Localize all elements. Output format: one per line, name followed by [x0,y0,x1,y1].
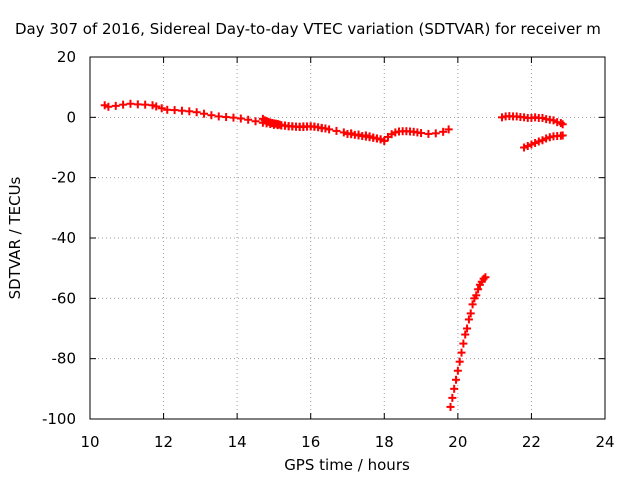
data-point [464,315,473,324]
data-point [170,106,179,115]
data-point [100,101,109,110]
y-axis-label: SDTVAR / TECUs [6,176,24,299]
data-point [466,309,475,318]
x-tick-label: 18 [375,433,394,451]
data-point [542,134,551,143]
data-point [459,339,468,348]
data-point [538,113,547,122]
data-point [207,111,216,120]
data-point [457,348,466,357]
data-point [148,101,157,110]
data-point [448,393,457,402]
data-point [163,105,172,114]
x-tick-label: 10 [80,433,99,451]
data-point [111,101,120,110]
data-point [417,129,426,138]
data-point [104,102,113,111]
x-tick-label: 12 [154,433,173,451]
data-point [152,102,161,111]
data-point [527,140,536,149]
x-tick-label: 20 [448,433,467,451]
data-point [236,114,245,123]
data-point [126,99,135,108]
y-tick-label: -40 [52,229,77,247]
data-point [332,126,341,135]
data-point [214,112,223,121]
data-point [119,100,128,109]
y-tick-label: -80 [52,350,77,368]
y-tick-label: 0 [66,108,76,126]
data-point [222,113,231,122]
x-axis-label: GPS time / hours [284,456,410,474]
data-point [446,402,455,411]
data-point [531,138,540,147]
x-tick-label: 14 [228,433,247,451]
data-point [431,129,440,138]
data-point [185,107,194,116]
data-point [177,106,186,115]
x-tick-label: 24 [595,433,614,451]
data-point [453,366,462,375]
data-point [444,125,453,134]
data-point [523,141,532,150]
data-point [321,124,330,133]
data-point [461,330,470,339]
data-point [339,128,348,137]
data-point [450,384,459,393]
data-point [472,291,481,300]
data-point [463,324,472,333]
chart-title: Day 307 of 2016, Sidereal Day-to-day VTE… [15,20,601,38]
data-point [424,129,433,138]
data-point [468,300,477,309]
data-points [100,99,567,411]
data-point [534,137,543,146]
data-point [376,135,385,144]
data-point [439,127,448,136]
data-point [558,131,567,140]
y-tick-label: 20 [57,48,76,66]
data-point [520,143,529,152]
data-point [481,273,490,282]
data-point [452,375,461,384]
data-point [455,357,464,366]
data-point [141,100,150,109]
data-point [474,285,483,294]
data-point [558,120,567,129]
data-point [157,104,166,113]
data-point [133,100,142,109]
y-tick-label: -20 [52,169,77,187]
data-point [380,136,389,145]
data-point [200,109,209,118]
y-tick-label: -60 [52,289,77,307]
data-point [251,117,260,126]
y-tick-label: -100 [42,410,76,428]
data-point [192,108,201,117]
tick-labels: 10 12 14 16 18 20 22 24 -100 -80 -60 -40 -20 0 20 [42,48,615,451]
x-tick-label: 22 [522,433,541,451]
plot-frame [89,56,606,420]
data-point [229,113,238,122]
data-point [244,115,253,124]
x-tick-label: 16 [301,433,320,451]
